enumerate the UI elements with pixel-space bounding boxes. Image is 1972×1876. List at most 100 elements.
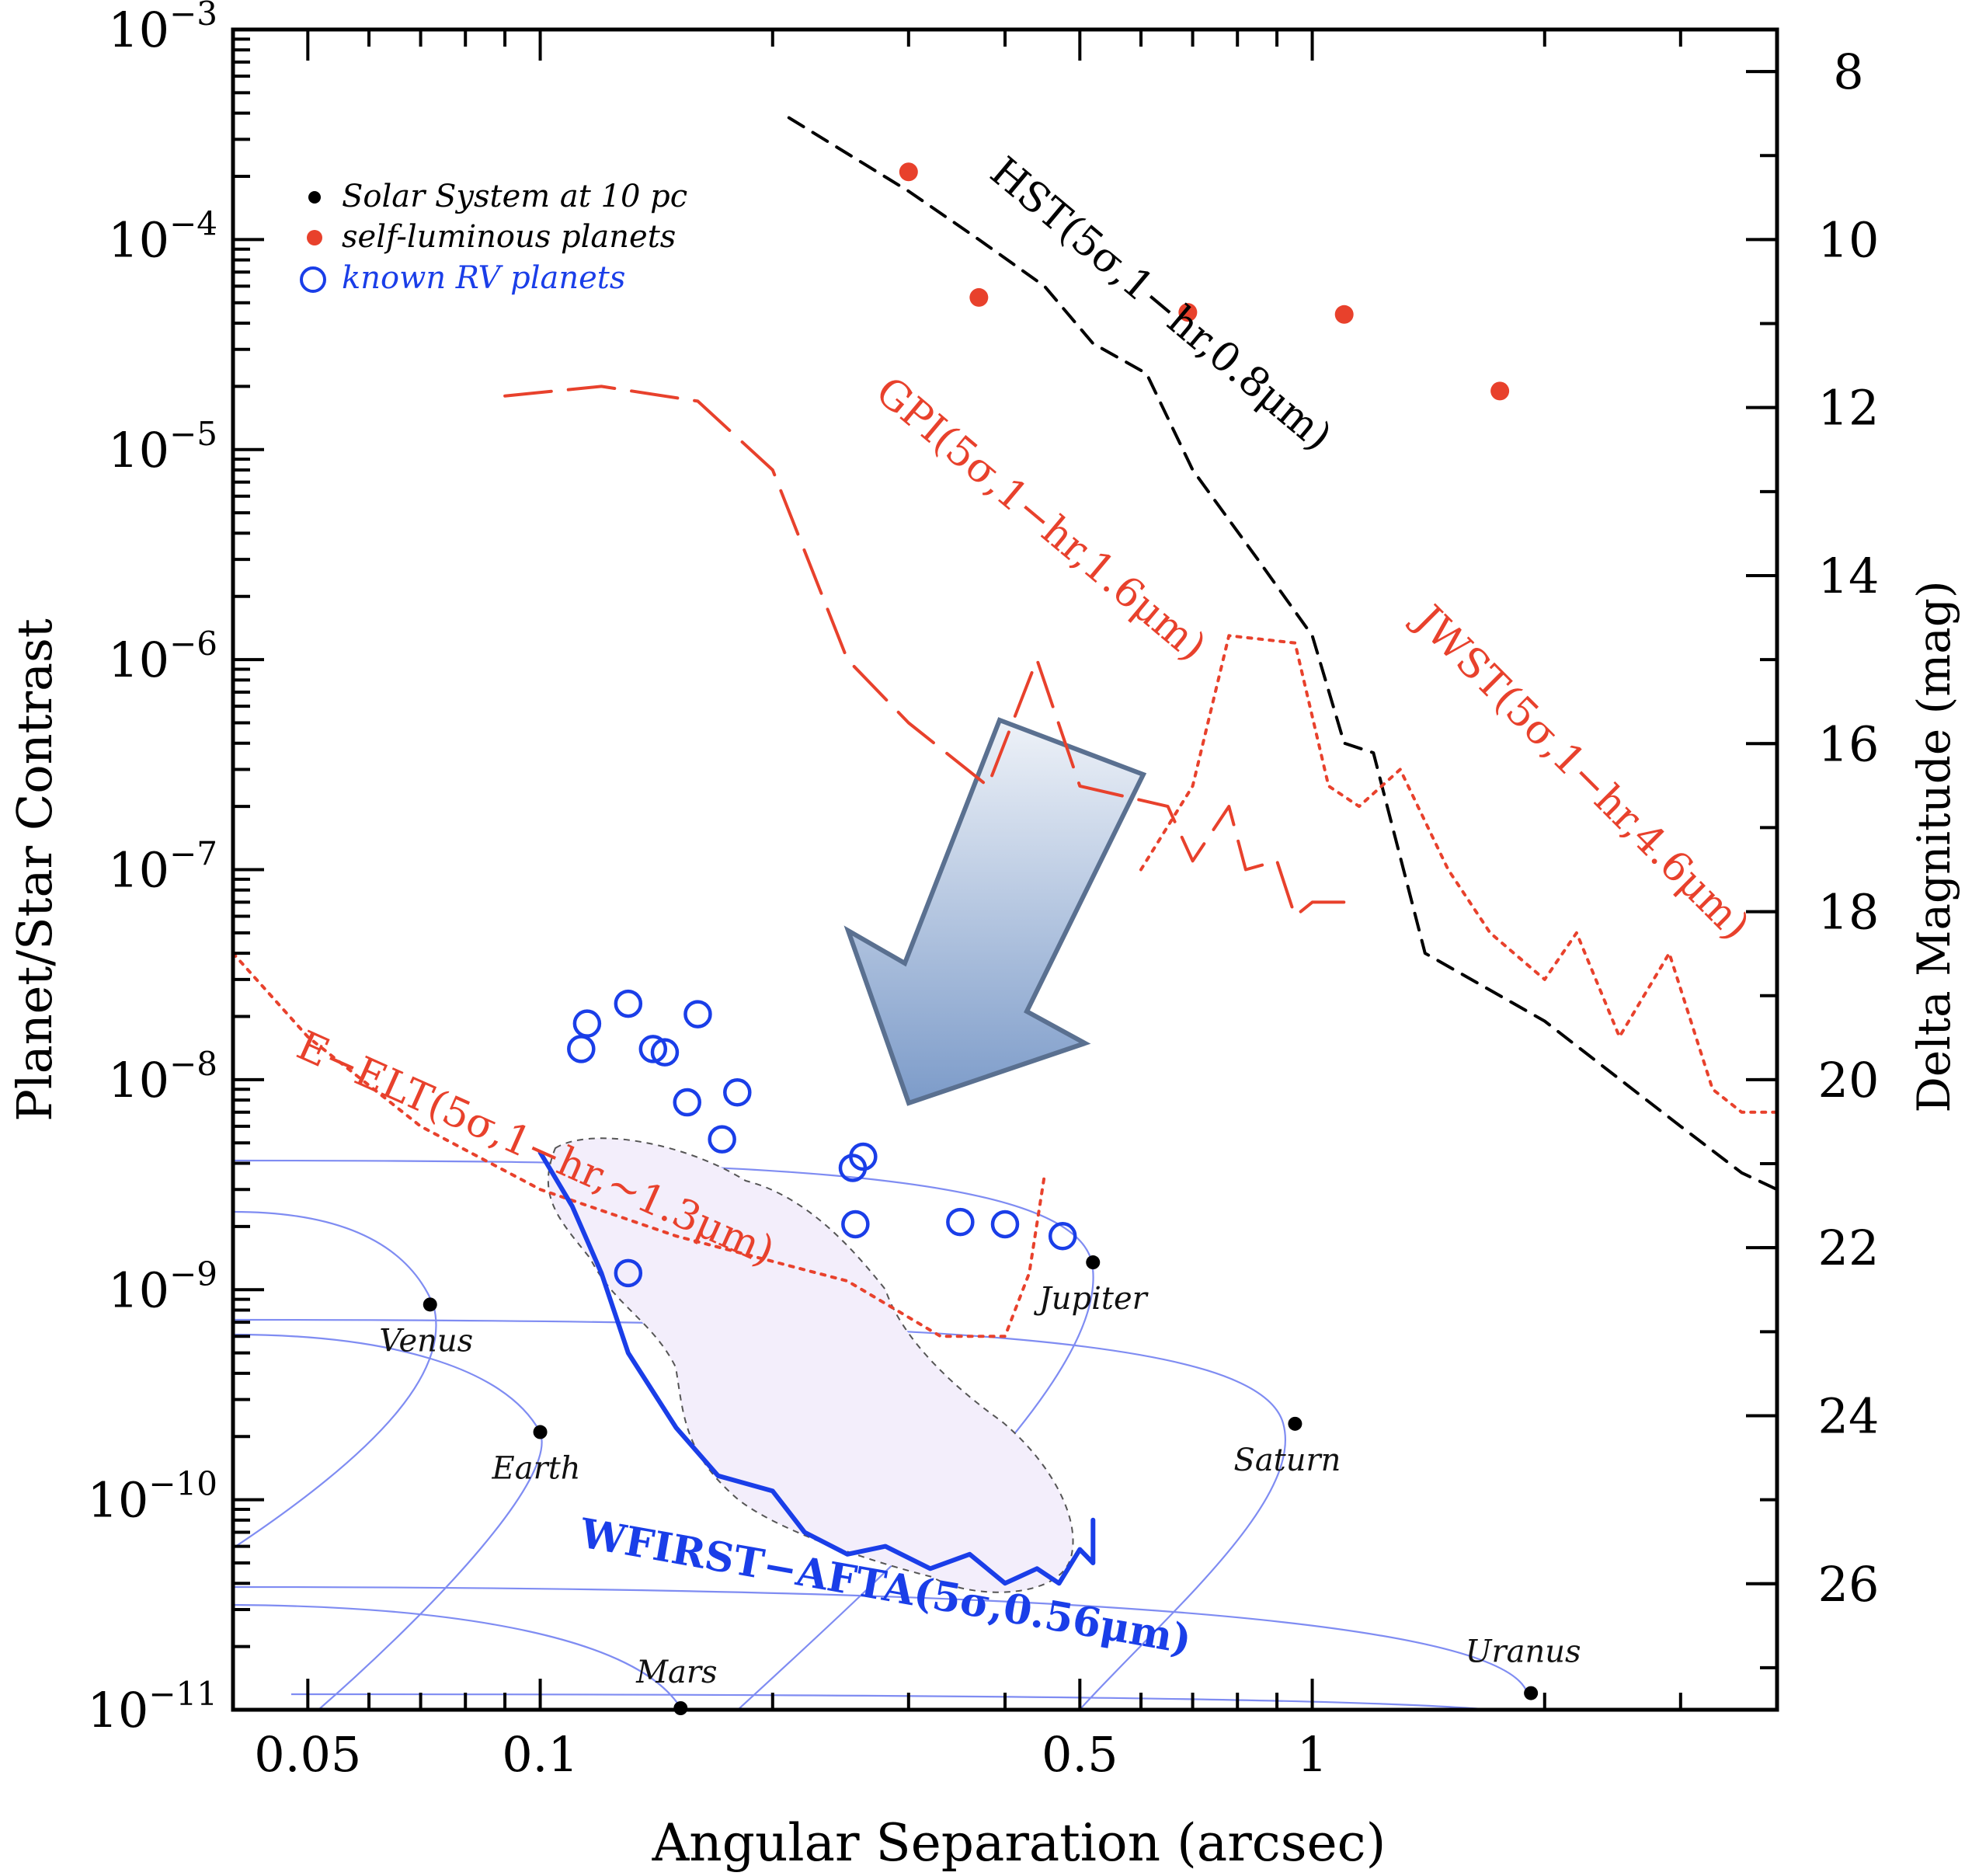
y-tick-label: 10−10 bbox=[87, 1465, 217, 1529]
rv-planet-marker bbox=[723, 1077, 752, 1107]
rv-planet-marker bbox=[673, 1088, 701, 1117]
y-tick-exponent: −10 bbox=[148, 1465, 217, 1503]
y-right-tick-label: 16 bbox=[1818, 715, 1880, 772]
rv-planet-marker bbox=[708, 1125, 736, 1154]
rv-planet-marker bbox=[567, 1035, 596, 1063]
y-tick-label: 10−9 bbox=[108, 1255, 217, 1318]
y-tick-exponent: −11 bbox=[148, 1675, 217, 1713]
mars-orbit bbox=[233, 1603, 681, 1708]
y-right-tick-label: 20 bbox=[1818, 1052, 1880, 1109]
y-right-tick-label: 26 bbox=[1818, 1556, 1880, 1613]
y-tick-exponent: −7 bbox=[169, 835, 217, 873]
rv-planet-marker bbox=[572, 1009, 602, 1038]
y-tick-base: 10 bbox=[108, 1262, 169, 1318]
data-markers bbox=[423, 162, 1539, 1715]
y-tick-label: 10−8 bbox=[108, 1045, 217, 1109]
earth-orbit bbox=[233, 1333, 543, 1710]
saturn-label: Saturn bbox=[1233, 1443, 1341, 1478]
rv-planet-marker bbox=[946, 1207, 975, 1237]
legend-marker-self-luminous bbox=[307, 230, 322, 245]
mars-label: Mars bbox=[635, 1655, 717, 1690]
y-right-tick-label: 10 bbox=[1818, 211, 1880, 268]
legend-marker-solar-system bbox=[308, 191, 321, 204]
y-right-tick-label: 12 bbox=[1818, 380, 1880, 437]
y-tick-base: 10 bbox=[108, 211, 169, 268]
jwst-label: JWST(5σ,1−hr,4.6μm) bbox=[1403, 594, 1758, 949]
y-right-tick-label: 14 bbox=[1818, 548, 1880, 604]
x-tick-label: 1 bbox=[1297, 1726, 1327, 1783]
y-tick-base: 10 bbox=[87, 1682, 148, 1739]
self-luminous-planet-marker bbox=[1490, 381, 1510, 401]
rv-planet-marker bbox=[990, 1209, 1020, 1239]
legend-label-rv: known RV planets bbox=[342, 260, 625, 296]
y-tick-base: 10 bbox=[108, 632, 169, 688]
uranus-label: Uranus bbox=[1466, 1634, 1581, 1670]
self-luminous-planet-marker bbox=[1178, 303, 1198, 322]
venus-label: Venus bbox=[379, 1323, 473, 1359]
x-tick-label: 0.1 bbox=[502, 1726, 579, 1783]
y-right-axis-title: Delta Magnitude (mag) bbox=[1908, 580, 1960, 1112]
e-elt-label: E−ELT(5σ,1−hr,~1.3μm) bbox=[290, 1022, 781, 1275]
wfirst-target-region bbox=[547, 1137, 1074, 1593]
improvement-arrow bbox=[843, 717, 1147, 1106]
self-luminous-planet-marker bbox=[1334, 305, 1354, 324]
y-right-tick-label: 8 bbox=[1833, 44, 1863, 100]
y-tick-exponent: −4 bbox=[169, 204, 217, 242]
earth-label: Earth bbox=[492, 1451, 581, 1487]
saturn-marker bbox=[1288, 1416, 1302, 1431]
gpi-label: GPI(5σ,1−hr,1.6μm) bbox=[867, 368, 1215, 670]
rv-planet-marker bbox=[841, 1209, 870, 1239]
jupiter-label: Jupiter bbox=[1034, 1281, 1149, 1317]
x-tick-label: 0.5 bbox=[1042, 1726, 1118, 1783]
venus-marker bbox=[423, 1297, 437, 1312]
y-tick-base: 10 bbox=[108, 1052, 169, 1109]
x-axis-title: Angular Separation (arcsec) bbox=[652, 1813, 1386, 1873]
planet-labels: Venus Earth Mars Jupiter Saturn Uranus bbox=[379, 1281, 1581, 1690]
gpi-curve bbox=[503, 385, 1346, 918]
hst-curve bbox=[787, 116, 1777, 1192]
y-tick-label: 10−7 bbox=[108, 835, 217, 899]
rv-planet-marker bbox=[614, 1258, 643, 1288]
y-tick-label: 10−3 bbox=[108, 0, 217, 58]
rv-planet-marker bbox=[650, 1038, 680, 1067]
sensitivity-curves bbox=[233, 116, 1777, 1586]
y-tick-base: 10 bbox=[87, 1472, 148, 1529]
wfirst-afta-curve bbox=[537, 1150, 1096, 1586]
y-tick-exponent: −3 bbox=[169, 0, 217, 33]
x-tick-label: 0.05 bbox=[254, 1726, 361, 1783]
rv-planet-marker bbox=[1048, 1221, 1077, 1251]
uranus-orbit bbox=[233, 1585, 1527, 1691]
y-tick-label: 10−11 bbox=[87, 1675, 217, 1739]
rv-planet-marker bbox=[614, 989, 643, 1018]
legend-label-solar-system: Solar System at 10 pc bbox=[342, 179, 687, 214]
y-tick-exponent: −8 bbox=[169, 1045, 217, 1083]
rv-planet-marker bbox=[849, 1142, 878, 1171]
venus-orbit bbox=[233, 1210, 437, 1549]
y-axis-title: Planet/Star Contrast bbox=[6, 618, 63, 1122]
e-elt-curve bbox=[233, 952, 1046, 1338]
axis-ticks bbox=[231, 28, 1779, 1711]
hst-label: HST(5σ,1−hr,0.8μm) bbox=[982, 148, 1341, 460]
y-tick-label: 10−6 bbox=[108, 625, 217, 688]
outer-orbit bbox=[290, 1693, 1492, 1710]
rv-planet-marker bbox=[683, 1000, 712, 1028]
self-luminous-planet-marker bbox=[899, 162, 918, 182]
y-tick-exponent: −6 bbox=[169, 625, 217, 663]
y-right-tick-label: 24 bbox=[1818, 1387, 1880, 1444]
rv-planet-marker bbox=[638, 1035, 668, 1063]
legend-label-self-luminous: self-luminous planets bbox=[342, 219, 676, 255]
y-tick-base: 10 bbox=[108, 842, 169, 899]
y-tick-exponent: −5 bbox=[169, 415, 217, 453]
y-right-tick-label: 22 bbox=[1818, 1220, 1880, 1276]
y-tick-label: 10−5 bbox=[108, 415, 217, 479]
y-tick-base: 10 bbox=[108, 2, 169, 58]
axis-tick-labels: 0.05 0.1 0.5 110−310−410−510−610−710−810−91… bbox=[87, 0, 1879, 1783]
earth-marker bbox=[533, 1425, 548, 1439]
jupiter-marker bbox=[1086, 1255, 1101, 1270]
y-tick-exponent: −9 bbox=[169, 1255, 217, 1293]
y-right-tick-label: 18 bbox=[1818, 884, 1880, 941]
y-tick-base: 10 bbox=[108, 422, 169, 479]
legend-marker-rv bbox=[300, 266, 326, 293]
uranus-marker bbox=[1524, 1686, 1539, 1700]
